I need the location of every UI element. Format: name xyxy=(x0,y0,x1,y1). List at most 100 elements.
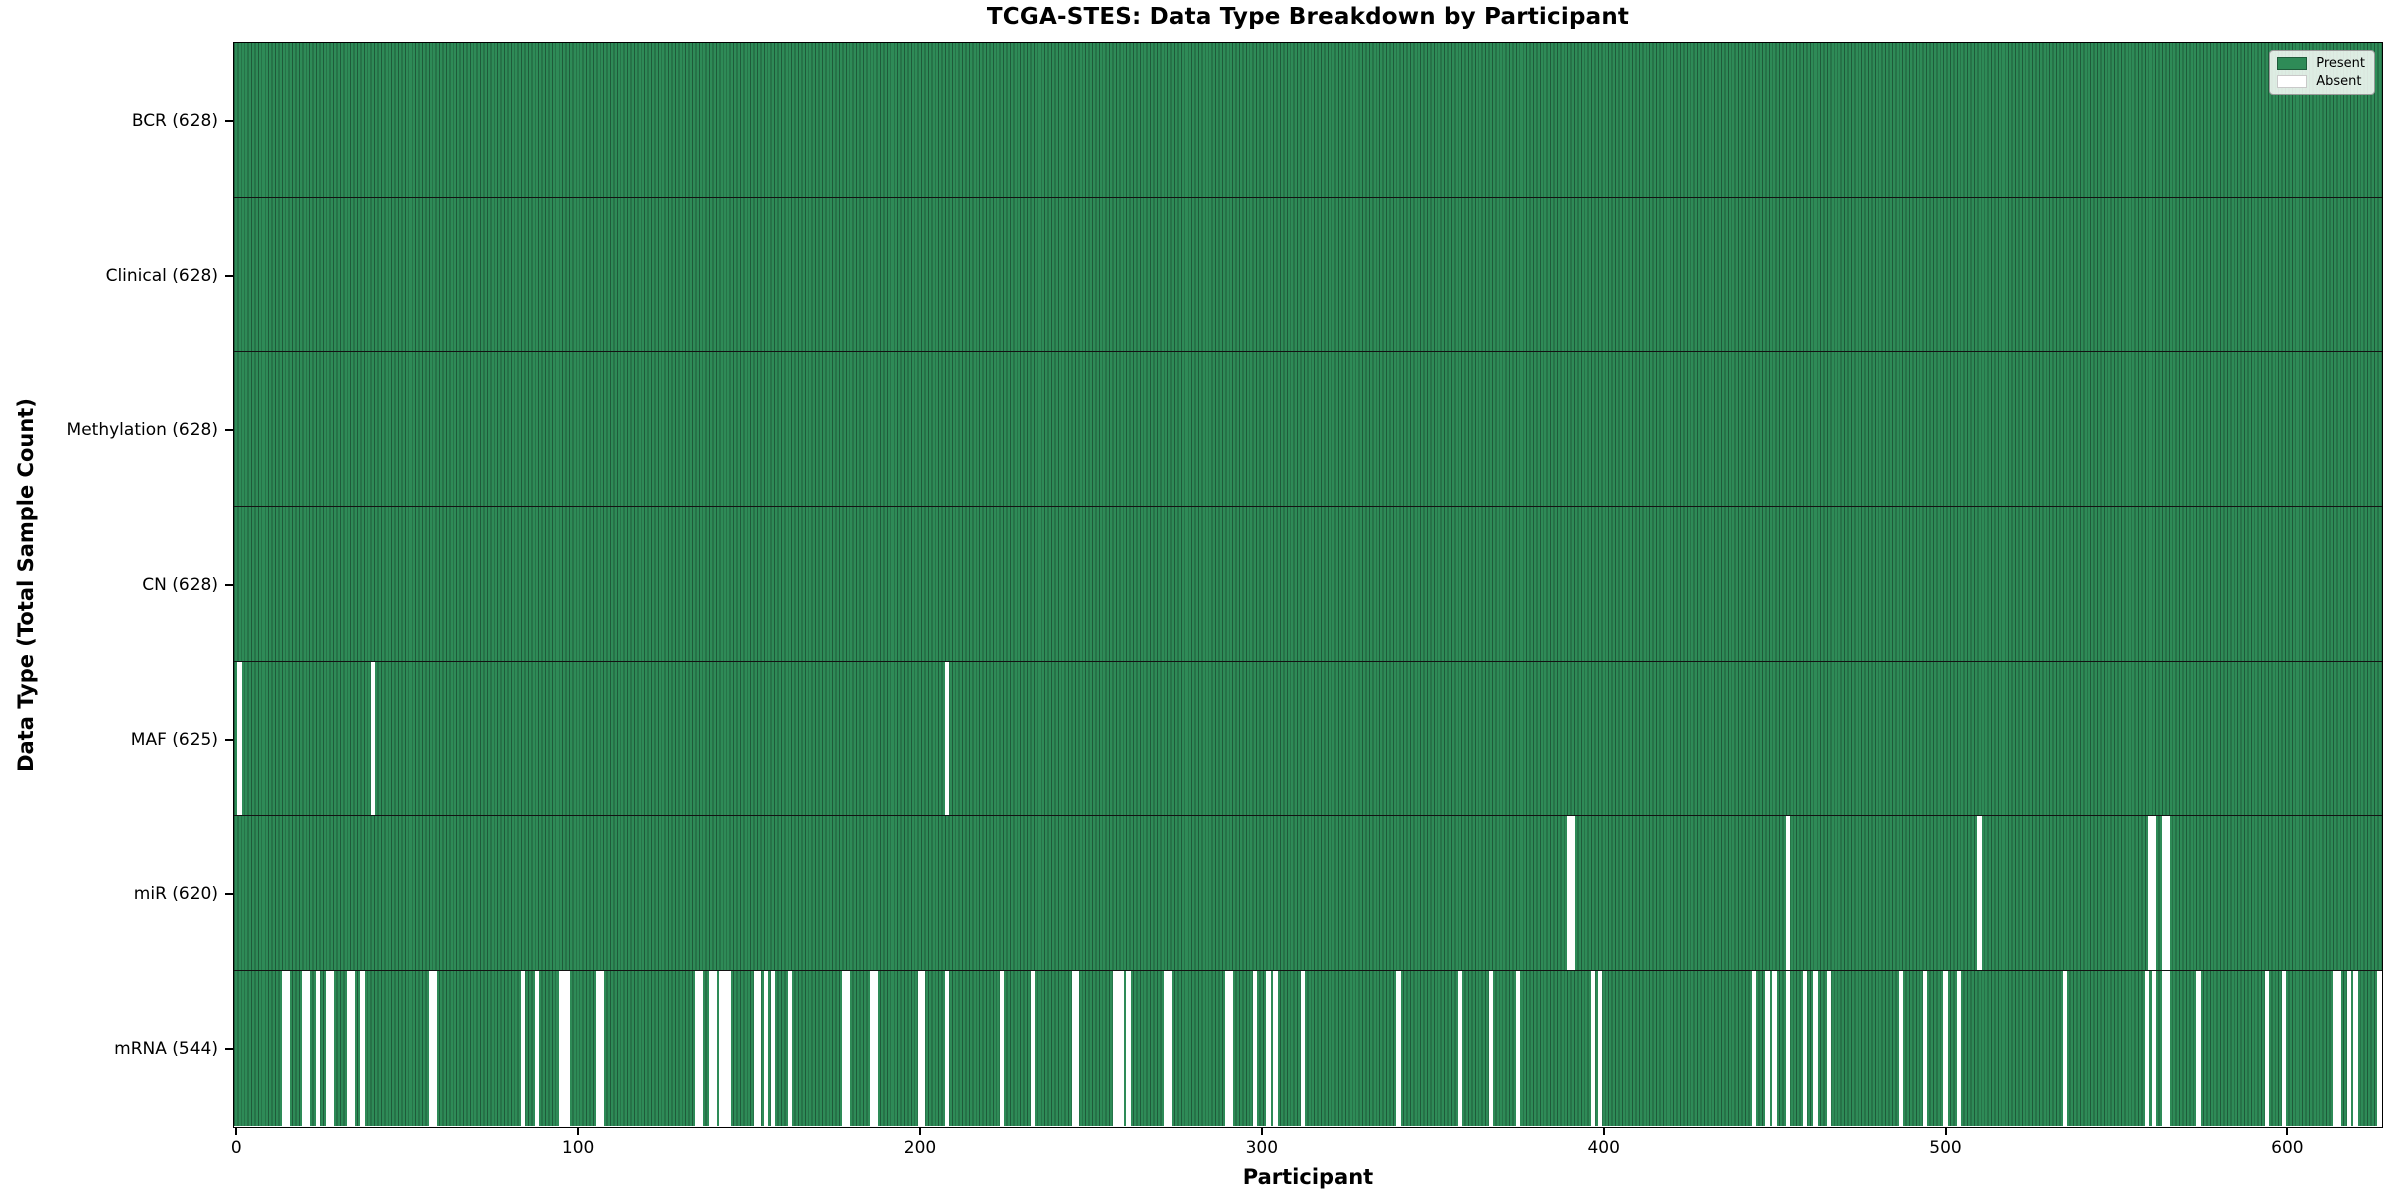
absent-mark xyxy=(1457,971,1463,1126)
absent-mark xyxy=(534,971,540,1126)
absent-mark xyxy=(945,661,950,816)
legend-absent-label: Absent xyxy=(2316,74,2362,89)
absent-mark xyxy=(360,971,365,1126)
absent-mark xyxy=(999,971,1005,1126)
x-axis-label: Participant xyxy=(1242,1165,1374,1189)
absent-mark xyxy=(1772,971,1777,1126)
absent-mark xyxy=(1597,971,1603,1126)
absent-mark xyxy=(432,971,437,1126)
y-tick-mark xyxy=(225,584,233,586)
absent-mark xyxy=(1396,971,1401,1126)
absent-mark xyxy=(1785,971,1791,1126)
matrix-row-CN xyxy=(234,507,2382,662)
legend-present-label: Present xyxy=(2316,56,2365,71)
absent-mark xyxy=(1163,971,1169,1126)
absent-mark xyxy=(2165,816,2170,971)
absent-mark xyxy=(719,971,724,1126)
present-swatch-icon xyxy=(2277,57,2308,70)
absent-mark xyxy=(599,971,605,1126)
absent-mark xyxy=(370,661,376,816)
y-tick-mark xyxy=(225,1048,233,1051)
absent-mark xyxy=(787,971,793,1126)
absent-mark xyxy=(428,971,434,1126)
x-tick-mark xyxy=(1260,1128,1263,1135)
y-tick-mark xyxy=(225,738,233,741)
absent-mark xyxy=(1228,971,1234,1126)
absent-mark xyxy=(1922,971,1928,1126)
absent-mark xyxy=(845,971,851,1126)
matrix-row-BCR xyxy=(234,43,2382,198)
absent-mark xyxy=(346,971,352,1126)
absent-mark xyxy=(917,971,922,1126)
absent-mark xyxy=(695,971,700,1126)
absent-mark xyxy=(1765,971,1770,1126)
absent-mark xyxy=(722,971,728,1126)
absent-mark xyxy=(763,971,769,1126)
y-tick-label-Methylation: Methylation (628) xyxy=(66,420,218,441)
plot-area: Present Absent xyxy=(233,42,2383,1128)
absent-mark xyxy=(945,971,950,1126)
absent-mark xyxy=(1225,971,1230,1126)
absent-mark xyxy=(2336,971,2341,1126)
absent-mark xyxy=(326,971,331,1126)
x-tick-label: 300 xyxy=(1245,1138,1279,1158)
absent-mark xyxy=(1751,971,1757,1126)
y-tick-mark xyxy=(225,274,233,277)
absent-mark xyxy=(1515,971,1521,1126)
matrix-row-MAF xyxy=(234,661,2382,817)
absent-mark xyxy=(2148,816,2153,971)
absent-mark xyxy=(2162,816,2167,971)
x-tick-mark xyxy=(1944,1128,1947,1135)
matrix-row-mRNA xyxy=(234,971,2382,1126)
x-tick-mark xyxy=(2286,1128,2289,1135)
matrix-row-Methylation xyxy=(234,352,2382,508)
absent-mark xyxy=(1273,971,1278,1126)
absent-mark xyxy=(770,971,775,1126)
absent-mark xyxy=(329,971,335,1126)
absent-mark xyxy=(2346,971,2351,1126)
x-tick-label: 500 xyxy=(1929,1138,1962,1158)
absent-mark xyxy=(302,971,307,1126)
absent-mark xyxy=(1813,971,1818,1126)
absent-mark xyxy=(1570,816,1575,971)
absent-mark xyxy=(565,971,570,1126)
absent-mark xyxy=(1071,971,1076,1126)
absent-mark xyxy=(1115,971,1121,1126)
y-tick-label-mRNA: mRNA (544) xyxy=(114,1039,218,1060)
absent-mark xyxy=(1943,971,1948,1126)
absent-mark xyxy=(1030,971,1035,1126)
absent-mark xyxy=(305,971,311,1126)
absent-mark xyxy=(562,971,567,1126)
absent-mark xyxy=(521,971,526,1126)
absent-mark xyxy=(558,971,564,1126)
absent-mark xyxy=(2264,971,2269,1126)
absent-mark xyxy=(1785,816,1791,971)
x-tick-mark xyxy=(919,1128,921,1135)
absent-mark xyxy=(873,971,878,1126)
absent-mark xyxy=(1977,816,1982,971)
absent-mark xyxy=(1126,971,1131,1126)
matrix-row-miR xyxy=(234,816,2382,972)
legend-entry-absent: Absent xyxy=(2277,75,2365,88)
absent-mark xyxy=(1300,971,1305,1126)
absent-mark xyxy=(1591,971,1596,1126)
x-tick-label: 100 xyxy=(561,1138,595,1158)
absent-mark xyxy=(869,971,875,1126)
absent-mark xyxy=(698,971,704,1126)
y-tick-label-MAF: MAF (625) xyxy=(130,729,218,750)
absent-mark xyxy=(285,971,290,1126)
absent-mark xyxy=(1803,971,1808,1126)
absent-mark xyxy=(350,971,355,1126)
absent-mark xyxy=(1567,816,1572,971)
y-tick-mark xyxy=(225,893,233,896)
absent-mark xyxy=(1956,971,1962,1126)
absent-mark xyxy=(2151,816,2157,971)
absent-mark xyxy=(753,971,758,1126)
x-tick-mark xyxy=(235,1128,238,1135)
x-tick-label: 600 xyxy=(2271,1138,2304,1158)
absent-mark xyxy=(1827,971,1832,1126)
absent-mark xyxy=(921,971,926,1126)
x-tick-label: 0 xyxy=(230,1138,242,1158)
absent-mark xyxy=(2062,971,2068,1126)
absent-mark xyxy=(2151,971,2157,1126)
